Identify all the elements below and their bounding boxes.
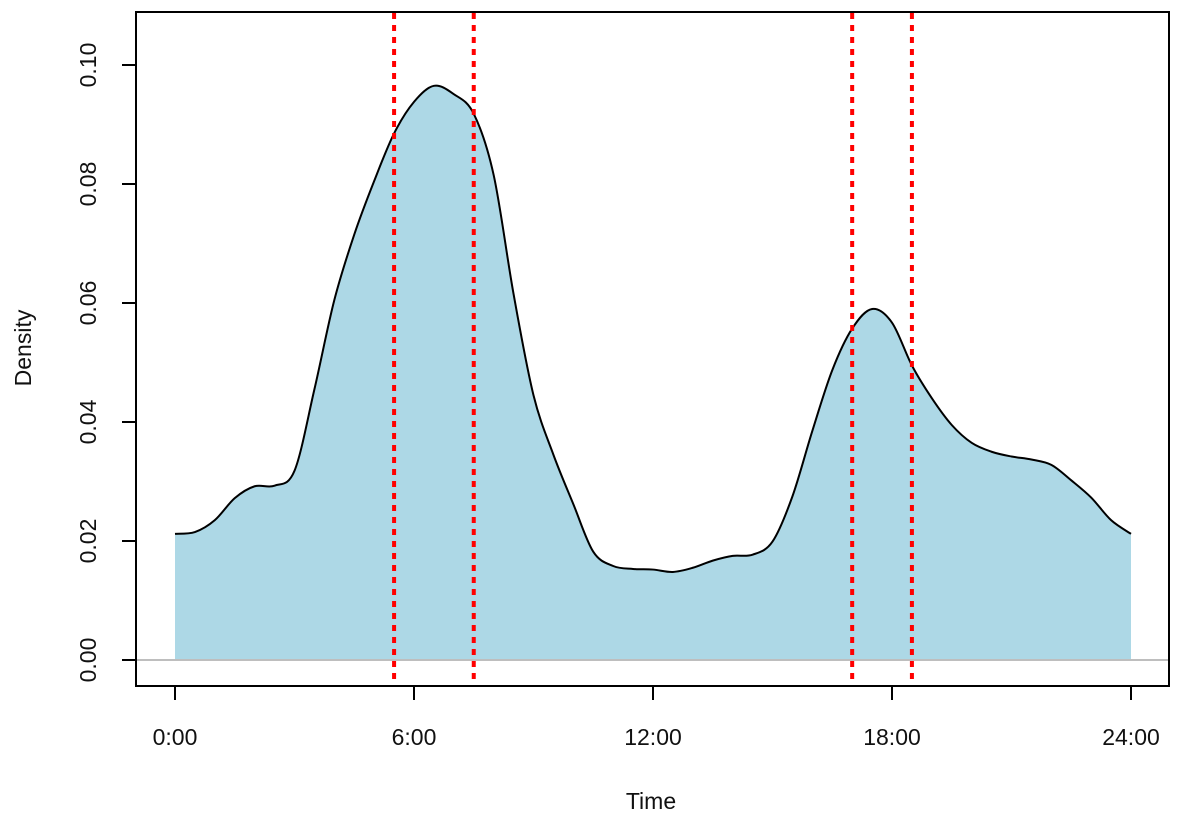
y-axis-title: Density [10,309,36,386]
y-tick-label: 0.08 [75,162,101,207]
y-axis: 0.00 0.02 0.04 0.06 0.08 0.10 [75,43,137,683]
y-tick-label: 0.02 [75,519,101,564]
x-axis: 0:00 6:00 12:00 18:00 24:00 [153,685,1160,750]
density-area [175,85,1131,660]
density-curve [174,84,1132,573]
x-tick-label: 6:00 [392,724,437,750]
x-tick-label: 0:00 [153,724,198,750]
y-tick-label: 0.00 [75,638,101,683]
plot-area [136,13,1169,685]
x-tick-label: 12:00 [624,724,682,750]
y-tick-label: 0.04 [75,399,101,444]
y-tick-label: 0.10 [75,43,101,88]
x-tick-label: 24:00 [1102,724,1160,750]
reference-lines [392,13,914,685]
y-tick-label: 0.06 [75,281,101,326]
x-tick-label: 18:00 [863,724,921,750]
x-axis-title: Time [626,788,676,814]
